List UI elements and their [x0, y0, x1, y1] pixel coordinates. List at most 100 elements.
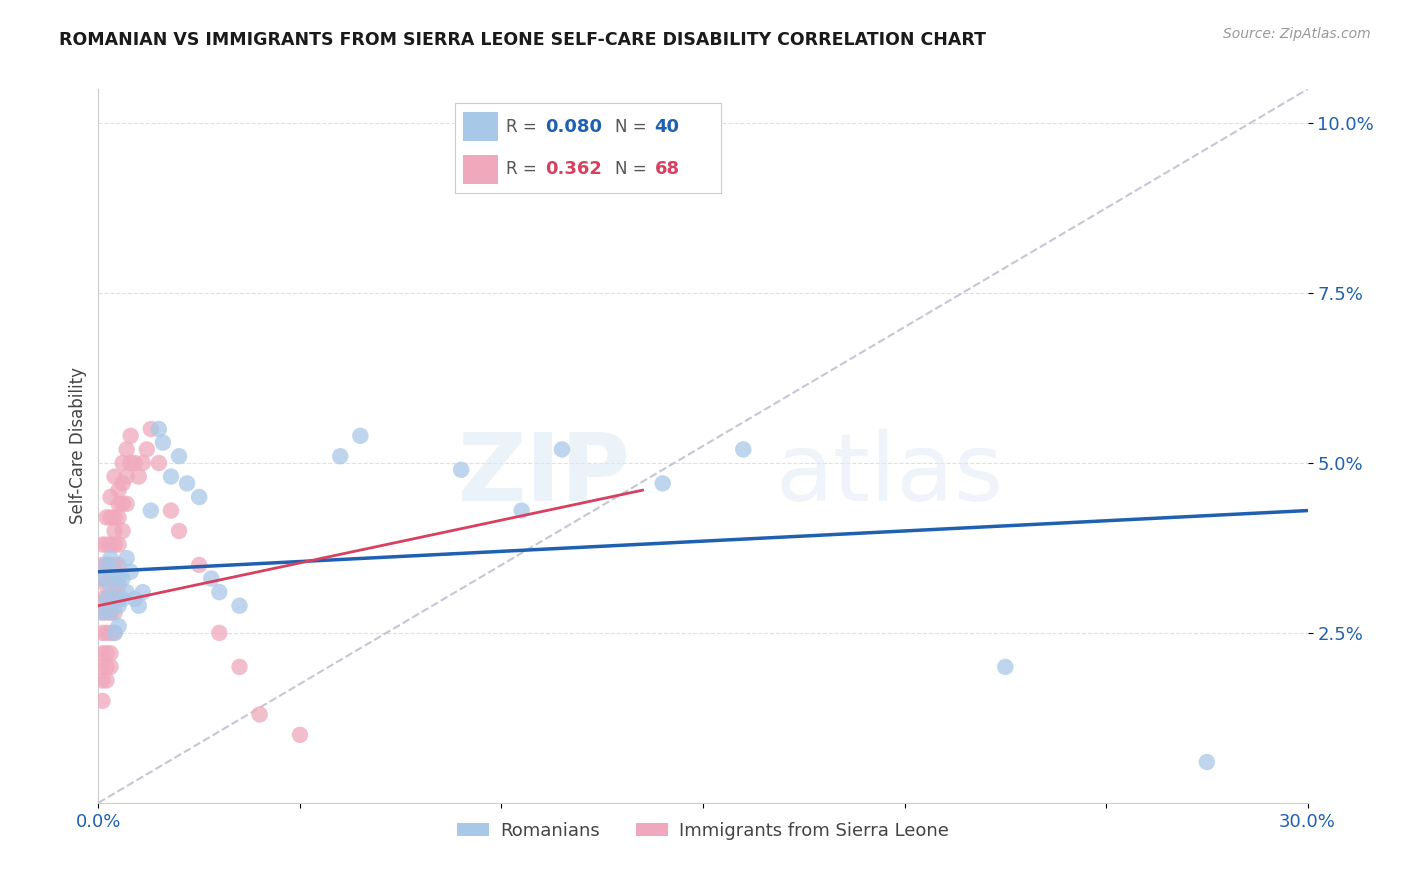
Point [124, 456, 146, 470]
Point [91, 606, 114, 620]
Point [120, 565, 142, 579]
Text: ZIP: ZIP [457, 428, 630, 521]
Point [111, 591, 134, 606]
Legend: Romanians, Immigrants from Sierra Leone: Romanians, Immigrants from Sierra Leone [450, 815, 956, 847]
Point [103, 510, 125, 524]
Point [450, 463, 472, 477]
Point [128, 469, 150, 483]
Point [100, 510, 122, 524]
Point [160, 469, 183, 483]
Point [103, 626, 125, 640]
Text: Source: ZipAtlas.com: Source: ZipAtlas.com [1223, 27, 1371, 41]
Point [100, 572, 122, 586]
Point [128, 599, 150, 613]
Point [96, 673, 118, 688]
Text: atlas: atlas [776, 428, 1004, 521]
Point [167, 449, 190, 463]
Point [96, 591, 118, 606]
Point [107, 497, 129, 511]
Point [96, 646, 118, 660]
Point [91, 558, 114, 572]
Point [103, 558, 125, 572]
Point [103, 578, 125, 592]
Point [91, 572, 114, 586]
Point [100, 537, 122, 551]
Point [228, 599, 250, 613]
Point [91, 591, 114, 606]
Point [96, 558, 118, 572]
Point [288, 728, 311, 742]
Point [551, 442, 574, 457]
Point [111, 497, 134, 511]
Point [100, 578, 122, 592]
Point [91, 673, 114, 688]
Point [120, 429, 142, 443]
Point [100, 646, 122, 660]
Point [152, 435, 174, 450]
Point [208, 626, 231, 640]
Point [1195, 755, 1218, 769]
Point [148, 422, 170, 436]
Point [107, 619, 129, 633]
Point [200, 572, 222, 586]
Point [132, 585, 155, 599]
Point [103, 537, 125, 551]
Point [103, 469, 125, 483]
Point [249, 707, 271, 722]
Point [733, 442, 755, 457]
Point [139, 422, 162, 436]
Point [139, 503, 162, 517]
Point [96, 660, 118, 674]
Point [96, 537, 118, 551]
Point [228, 660, 250, 674]
Point [349, 429, 371, 443]
Point [115, 585, 138, 599]
Point [100, 558, 122, 572]
Point [96, 626, 118, 640]
Point [115, 442, 138, 457]
Point [111, 524, 134, 538]
Point [329, 449, 352, 463]
Point [651, 476, 673, 491]
Point [107, 537, 129, 551]
Point [96, 558, 118, 572]
Point [100, 551, 122, 566]
Point [103, 591, 125, 606]
Point [96, 606, 118, 620]
Point [994, 660, 1017, 674]
Point [510, 503, 533, 517]
Point [115, 551, 138, 566]
Point [107, 599, 129, 613]
Point [91, 606, 114, 620]
Point [107, 510, 129, 524]
Point [107, 591, 129, 606]
Point [103, 626, 125, 640]
Point [100, 626, 122, 640]
Point [107, 558, 129, 572]
Point [115, 497, 138, 511]
Point [91, 660, 114, 674]
Point [107, 572, 129, 586]
Point [132, 456, 155, 470]
Point [107, 483, 129, 498]
Y-axis label: Self-Care Disability: Self-Care Disability [69, 368, 87, 524]
Point [188, 490, 211, 504]
Point [91, 626, 114, 640]
Point [91, 694, 114, 708]
Point [103, 565, 125, 579]
Point [96, 510, 118, 524]
Point [96, 578, 118, 592]
Point [96, 591, 118, 606]
Point [100, 591, 122, 606]
Point [135, 442, 157, 457]
Point [111, 572, 134, 586]
Point [208, 585, 231, 599]
Point [120, 456, 142, 470]
Point [91, 537, 114, 551]
Point [160, 503, 183, 517]
Point [115, 469, 138, 483]
Point [100, 660, 122, 674]
Point [103, 606, 125, 620]
Point [167, 524, 190, 538]
Point [103, 524, 125, 538]
